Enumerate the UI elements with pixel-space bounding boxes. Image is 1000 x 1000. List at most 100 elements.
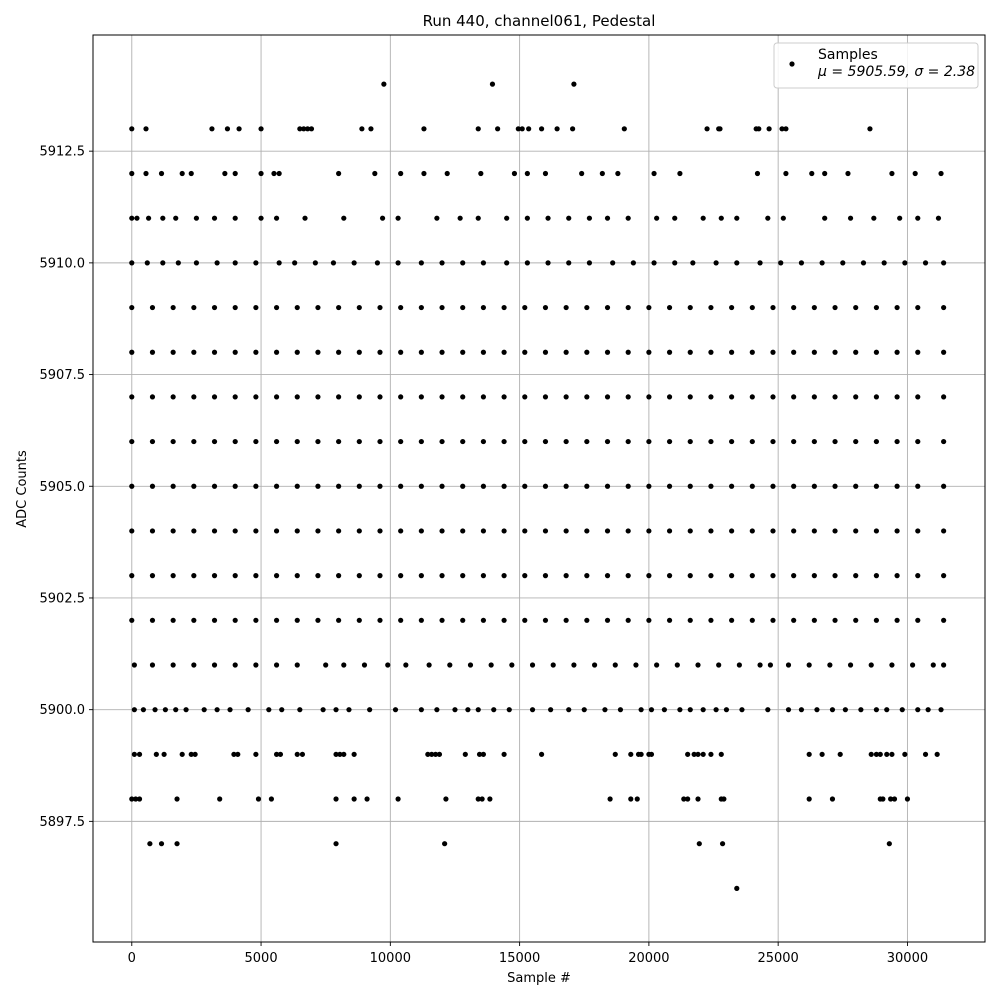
data-point	[894, 573, 900, 579]
data-point	[602, 707, 608, 713]
data-point	[273, 662, 280, 668]
data-point	[211, 573, 218, 579]
data-point	[548, 707, 554, 713]
data-point	[718, 215, 724, 221]
data-point	[915, 617, 921, 623]
data-point	[361, 662, 368, 668]
data-point	[677, 170, 683, 177]
data-point	[571, 662, 577, 668]
data-point	[273, 349, 280, 355]
legend-box	[773, 42, 979, 89]
data-point	[563, 617, 569, 623]
data-point	[604, 573, 611, 579]
data-point	[501, 573, 507, 579]
data-point	[377, 349, 383, 355]
data-point	[621, 126, 627, 132]
series-samples	[129, 81, 947, 891]
data-point	[646, 617, 652, 623]
data-point	[607, 796, 613, 802]
data-point	[915, 438, 921, 445]
data-point	[506, 707, 512, 713]
data-point	[149, 573, 156, 579]
data-point	[563, 483, 569, 489]
data-point	[129, 483, 135, 489]
data-point	[379, 215, 386, 221]
data-point	[232, 215, 238, 221]
data-point	[708, 304, 714, 311]
y-tick-label: 5900.0	[40, 703, 86, 718]
data-point	[695, 751, 701, 757]
data-point	[867, 126, 873, 132]
data-point	[941, 528, 947, 534]
data-point	[765, 215, 771, 221]
data-point	[524, 260, 530, 266]
data-point	[294, 438, 300, 445]
data-point	[192, 751, 198, 757]
data-point	[175, 260, 181, 266]
data-point	[160, 260, 166, 266]
data-point	[563, 349, 569, 355]
data-point	[452, 707, 458, 713]
data-point	[729, 304, 735, 311]
data-point	[832, 528, 838, 534]
data-point	[604, 528, 611, 534]
data-point	[253, 617, 259, 623]
data-point	[447, 662, 453, 668]
data-point	[460, 617, 466, 623]
y-tick-label: 5912.5	[40, 145, 86, 160]
data-point	[253, 438, 259, 445]
data-point	[524, 170, 530, 177]
data-point	[581, 707, 587, 713]
data-point	[687, 438, 693, 445]
data-point	[418, 483, 424, 489]
data-point	[351, 796, 357, 802]
data-point	[395, 260, 401, 266]
data-point	[666, 304, 673, 311]
data-point	[798, 707, 805, 713]
data-point	[860, 260, 867, 266]
data-point	[336, 528, 342, 534]
data-point	[193, 260, 200, 266]
data-point	[395, 215, 401, 221]
data-point	[232, 304, 238, 311]
data-point	[646, 394, 652, 400]
data-point	[811, 483, 817, 489]
data-point	[718, 751, 724, 757]
data-point	[770, 617, 776, 623]
data-point	[695, 662, 701, 668]
data-point	[129, 304, 135, 311]
data-point	[542, 170, 549, 177]
data-point	[273, 483, 280, 489]
data-point	[625, 483, 631, 489]
data-point	[162, 707, 168, 713]
data-point	[791, 573, 797, 579]
y-axis-label: ADC Counts	[15, 450, 30, 528]
data-point	[211, 483, 218, 489]
data-point	[258, 215, 264, 221]
data-point	[891, 796, 898, 802]
data-point	[625, 215, 631, 221]
data-point	[504, 215, 510, 221]
data-point	[460, 483, 466, 489]
data-point	[554, 126, 560, 132]
data-point	[258, 126, 264, 132]
data-point	[487, 796, 493, 802]
data-point	[191, 662, 197, 668]
data-point	[617, 707, 624, 713]
data-point	[522, 573, 528, 579]
data-point	[685, 796, 691, 802]
data-point	[337, 751, 343, 757]
data-point	[222, 170, 228, 177]
data-point	[214, 707, 220, 713]
data-point	[211, 617, 218, 623]
data-point	[922, 751, 929, 757]
data-point	[847, 215, 854, 221]
data-point	[253, 349, 259, 355]
data-point	[170, 349, 176, 355]
data-point	[346, 707, 352, 713]
data-point	[501, 349, 507, 355]
data-point	[356, 528, 362, 534]
data-point	[191, 617, 197, 623]
data-point	[529, 707, 536, 713]
data-point	[522, 438, 528, 445]
